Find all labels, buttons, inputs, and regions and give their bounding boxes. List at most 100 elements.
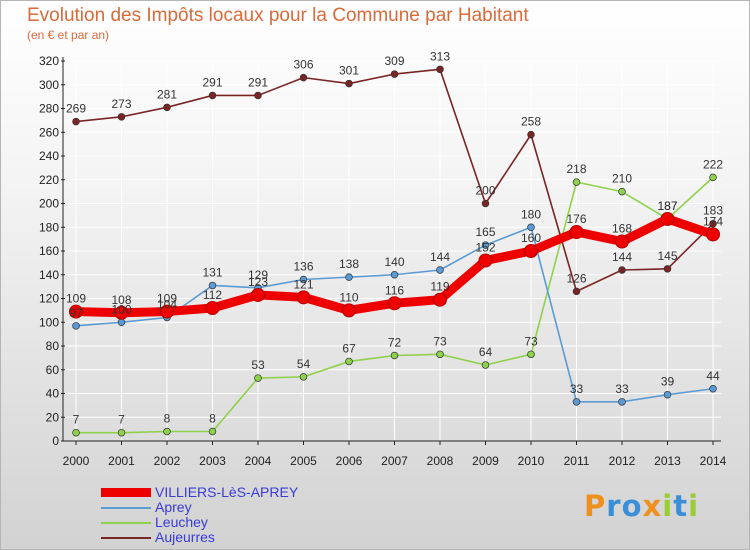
data-label: 33 <box>570 382 584 396</box>
data-label: 129 <box>248 268 268 282</box>
point-aprey <box>345 273 353 281</box>
data-label: 123 <box>248 275 268 289</box>
data-label: 168 <box>612 222 632 236</box>
data-label: 67 <box>342 341 356 355</box>
data-label: 144 <box>612 250 632 264</box>
data-label: 126 <box>566 271 586 285</box>
point-leuchey <box>254 374 262 382</box>
data-label: 273 <box>111 97 131 111</box>
x-tick-label: 2013 <box>654 454 681 468</box>
point-aujeurres <box>208 91 217 100</box>
point-aujeurres <box>436 65 444 74</box>
x-tick-label: 2014 <box>700 454 727 468</box>
x-tick-label: 2009 <box>472 454 499 468</box>
data-label: 112 <box>203 288 222 302</box>
data-label: 121 <box>293 277 313 291</box>
x-tick-label: 2002 <box>154 454 181 468</box>
series <box>69 65 720 437</box>
data-labels: 269 273 281 291 291 306 301 309 313 200 258 126 144 1… <box>66 49 723 426</box>
x-tick-label: 2007 <box>381 454 408 468</box>
data-label: 97 <box>69 306 83 320</box>
point-aprey <box>527 223 535 232</box>
y-tick-label: 240 <box>39 149 59 163</box>
data-label: 180 <box>521 207 541 221</box>
data-label: 110 <box>339 290 358 304</box>
legend: VILLIERS-LèS-APREY Aprey Leuchey Aujeurres <box>101 484 331 546</box>
point-villiers-l-s-aprey <box>615 234 629 249</box>
data-label: 144 <box>430 250 450 264</box>
data-label: 7 <box>118 413 125 427</box>
legend-item: Leuchey <box>101 514 331 531</box>
axes: 0 20 40 60 80 100 120 140 160 180 200 220 240 260 280 3… <box>39 54 727 468</box>
point-aujeurres <box>254 91 262 100</box>
data-label: 116 <box>385 283 404 297</box>
data-label: 39 <box>661 375 675 389</box>
point-aprey <box>117 318 126 327</box>
data-label: 187 <box>657 199 677 213</box>
point-leuchey <box>572 178 581 186</box>
point-villiers-l-s-aprey <box>69 304 83 319</box>
x-tick-label: 2005 <box>290 454 317 468</box>
point-aujeurres <box>117 113 126 121</box>
point-leuchey <box>527 350 535 359</box>
data-label: 109 <box>66 292 86 306</box>
point-villiers-l-s-aprey <box>433 292 447 307</box>
point-leuchey <box>390 351 399 360</box>
data-label: 145 <box>657 249 677 263</box>
point-aujeurres <box>618 266 626 274</box>
data-label: 176 <box>566 212 586 226</box>
data-label: 200 <box>475 184 495 198</box>
data-label: 136 <box>293 260 313 274</box>
point-aujeurres <box>527 130 535 139</box>
y-tick-label: 300 <box>39 78 59 92</box>
point-leuchey <box>709 173 717 182</box>
point-leuchey <box>72 428 80 437</box>
point-aprey <box>572 398 581 406</box>
point-leuchey <box>208 427 217 436</box>
point-leuchey <box>299 373 308 381</box>
legend-item: Aprey <box>101 499 331 516</box>
data-label: 73 <box>524 334 538 348</box>
legend-label: Aujeurres <box>155 529 215 545</box>
data-label: 44 <box>706 369 720 383</box>
chart-subtitle: (en € et par an) <box>27 28 110 42</box>
point-aujeurres <box>709 219 717 228</box>
point-villiers-l-s-aprey <box>387 296 402 311</box>
point-leuchey <box>618 187 626 196</box>
data-label: 313 <box>430 49 450 63</box>
y-tick-label: 260 <box>39 125 59 139</box>
data-label: 258 <box>521 115 541 129</box>
data-label: 210 <box>612 172 632 186</box>
point-leuchey <box>481 361 490 369</box>
point-villiers-l-s-aprey <box>296 290 311 305</box>
point-villiers-l-s-aprey <box>114 305 129 320</box>
point-villiers-l-s-aprey <box>569 225 584 239</box>
legend-item: Aujeurres <box>101 529 331 546</box>
data-label: 152 <box>475 241 495 255</box>
legend-item: VILLIERS-LèS-APREY <box>101 484 331 501</box>
legend-swatch <box>101 522 151 524</box>
y-tick-label: 0 <box>52 434 59 448</box>
data-label: 72 <box>388 336 402 350</box>
point-aprey <box>618 398 626 406</box>
data-label: 109 <box>157 292 177 306</box>
x-tick-label: 2012 <box>609 454 636 468</box>
x-tick-label: 2008 <box>427 454 454 468</box>
data-label: 140 <box>384 255 404 269</box>
legend-label: Aprey <box>155 499 192 515</box>
point-villiers-l-s-aprey <box>160 304 174 319</box>
y-tick-label: 20 <box>46 410 60 424</box>
data-label: 160 <box>521 231 541 245</box>
point-villiers-l-s-aprey <box>706 227 720 242</box>
point-aujeurres <box>163 103 171 112</box>
point-aprey <box>709 385 717 393</box>
y-tick-label: 140 <box>39 268 59 282</box>
data-label: 222 <box>703 157 723 171</box>
x-tick-label: 2001 <box>108 454 135 468</box>
x-tick-label: 2010 <box>518 454 545 468</box>
data-label: 291 <box>248 75 268 89</box>
point-leuchey <box>163 427 171 436</box>
y-tick-label: 120 <box>39 292 59 306</box>
y-tick-label: 160 <box>39 244 59 258</box>
